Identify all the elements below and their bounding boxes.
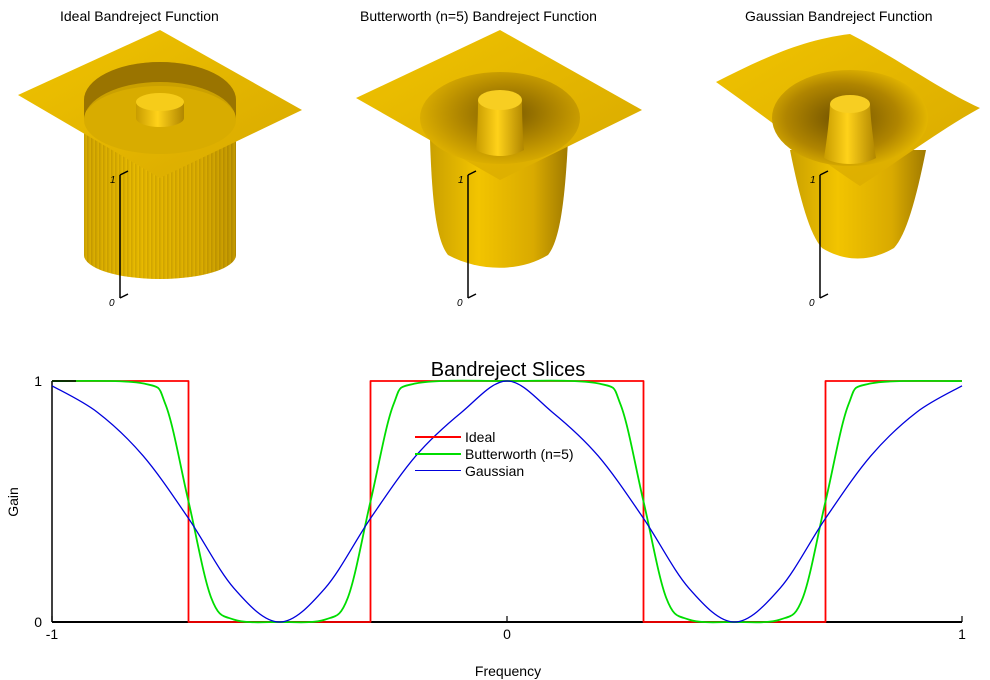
plot-area: -1 0 101 <box>34 373 966 642</box>
legend-label-butterworth: Butterworth (n=5) <box>465 445 574 462</box>
y-axis-label: Gain <box>5 487 21 517</box>
legend-item-butterworth: Butterworth (n=5) <box>415 445 574 462</box>
bandreject-slices-chart: Bandreject Slices Gain Frequency -1 0 101 <box>5 359 966 679</box>
legend: Ideal Butterworth (n=5) Gaussian <box>415 428 574 479</box>
butterworth-z-axis <box>467 170 477 299</box>
gaussian-surface <box>716 34 980 259</box>
series-gaussian-line <box>51 380 963 623</box>
legend-item-ideal: Ideal <box>415 428 574 445</box>
gaussian-z-tick-0: 0 <box>809 298 815 309</box>
x-tick-label: 1 <box>958 626 966 642</box>
gaussian-z-axis <box>819 170 829 299</box>
butterworth-surface-title: Butterworth (n=5) Bandreject Function <box>360 8 597 24</box>
gaussian-z-tick-1: 1 <box>810 175 816 186</box>
legend-label-gaussian: Gaussian <box>465 462 525 479</box>
x-tick-label: -1 <box>46 626 59 642</box>
ideal-surface <box>18 30 302 279</box>
ideal-z-tick-0: 0 <box>109 298 115 309</box>
x-tick-label: 0 <box>503 626 511 642</box>
legend-label-ideal: Ideal <box>465 428 496 445</box>
x-axis-label: Frequency <box>475 663 541 679</box>
legend-item-gaussian: Gaussian <box>415 462 574 479</box>
butterworth-z-tick-0: 0 <box>457 298 463 309</box>
surface-plots: 1 0 1 0 1 0 <box>18 30 980 309</box>
chart-title: Bandreject Slices <box>431 359 586 381</box>
gaussian-surface-title: Gaussian Bandreject Function <box>745 8 933 24</box>
y-tick-label: 1 <box>34 373 42 389</box>
ideal-surface-title: Ideal Bandreject Function <box>60 8 219 24</box>
ideal-z-axis <box>119 170 129 299</box>
y-tick-label: 0 <box>34 614 42 630</box>
ideal-z-tick-1: 1 <box>110 175 116 186</box>
butterworth-surface <box>356 30 642 268</box>
legend-swatch-butterworth <box>415 452 461 455</box>
legend-swatch-ideal <box>415 435 461 438</box>
butterworth-z-tick-1: 1 <box>458 175 464 186</box>
legend-swatch-gaussian <box>415 470 461 471</box>
